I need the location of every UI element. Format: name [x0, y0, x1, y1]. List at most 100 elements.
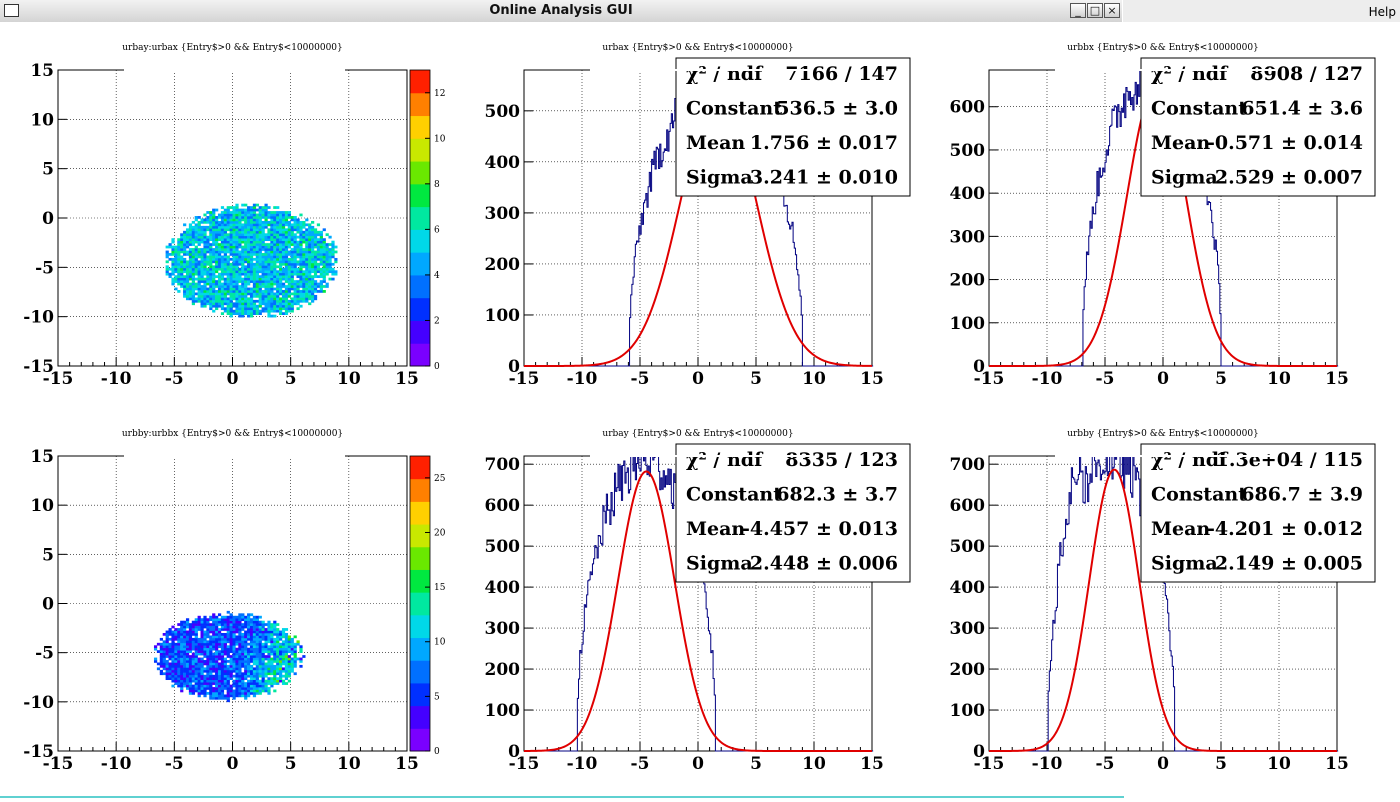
y-tick-label: 5 — [42, 545, 54, 565]
menubar: Help — [1123, 0, 1400, 22]
color-bar-label: 0 — [434, 362, 440, 372]
x-tick-label: -15 — [974, 369, 1005, 389]
stats-label: Constant — [1151, 484, 1247, 506]
x-tick-label: -5 — [165, 369, 184, 389]
color-bar-label: 15 — [434, 583, 446, 593]
x-tick-label: -10 — [101, 754, 132, 774]
window-titlebar[interactable]: Online Analysis GUI _ □ × — [0, 0, 1122, 23]
y-tick-label: 600 — [485, 496, 521, 516]
help-menu[interactable]: Help — [1368, 5, 1396, 19]
stats-value: -0.571 ± 0.014 — [1207, 132, 1363, 154]
color-bar-label: 8 — [434, 180, 440, 190]
x-tick-label: -5 — [631, 754, 650, 774]
x-tick-label: 15 — [1325, 369, 1349, 389]
status-strip — [0, 796, 1124, 798]
stats-label: Sigma — [686, 553, 753, 575]
close-button[interactable]: × — [1104, 3, 1120, 18]
color-bar: 0 2 4 6 8 10 12 — [409, 69, 446, 372]
y-tick-label: 0 — [973, 742, 985, 762]
y-tick-label: 15 — [30, 61, 54, 81]
pad-5: urbay {Entry$>0 && Entry$<10000000} -15 -1… — [485, 429, 911, 774]
x-tick-label: -10 — [567, 754, 598, 774]
y-tick-label: 0 — [42, 595, 54, 615]
stats-value: 686.7 ± 3.9 — [1241, 484, 1363, 506]
stats-value: 8908 / 127 — [1250, 63, 1363, 85]
x-tick-label: -10 — [1032, 754, 1063, 774]
pad-title: urbay:urbax {Entry$>0 && Entry$<10000000… — [122, 43, 343, 53]
y-tick-label: 100 — [485, 701, 521, 721]
x-tick-label: 10 — [1267, 754, 1291, 774]
x-tick-label: 5 — [285, 369, 297, 389]
y-tick-label: 10 — [30, 496, 54, 516]
y-tick-label: 100 — [950, 314, 986, 334]
stats-label: Constant — [1151, 98, 1247, 120]
x-tick-label: 15 — [860, 754, 884, 774]
x-tick-label: -15 — [43, 369, 74, 389]
stats-value: 1.756 ± 0.017 — [750, 132, 898, 154]
y-tick-label: 0 — [508, 742, 520, 762]
x-tick-label: -10 — [567, 369, 598, 389]
color-bar-label: 5 — [434, 692, 440, 702]
pad-3: urbbx {Entry$>0 && Entry$<10000000} -15 -1… — [950, 43, 1376, 389]
stats-value: 682.3 ± 3.7 — [776, 484, 898, 506]
x-tick-label: 0 — [1157, 754, 1169, 774]
y-tick-label: -10 — [23, 308, 54, 328]
y-tick-label: 500 — [485, 102, 521, 122]
pad-title: urbby {Entry$>0 && Entry$<10000000} — [1067, 429, 1259, 439]
pad-title: urbby:urbbx {Entry$>0 && Entry$<10000000… — [122, 429, 343, 439]
root-canvas[interactable]: urbay:urbax {Entry$>0 && Entry$<10000000… — [0, 22, 1400, 798]
pad-1: urbay:urbax {Entry$>0 && Entry$<10000000… — [23, 43, 445, 389]
color-bar-label: 6 — [434, 225, 440, 235]
y-tick-label: -5 — [35, 644, 54, 664]
y-tick-label: 700 — [950, 455, 986, 475]
y-tick-label: 600 — [950, 98, 986, 118]
stats-label: χ² / ndf — [1151, 63, 1229, 85]
y-tick-label: 0 — [973, 357, 985, 377]
x-tick-label: 0 — [227, 754, 239, 774]
window-menu-icon[interactable] — [4, 4, 19, 17]
minimize-button[interactable]: _ — [1070, 3, 1086, 18]
x-tick-label: -5 — [165, 754, 184, 774]
pad-title: urbay {Entry$>0 && Entry$<10000000} — [602, 429, 793, 439]
x-tick-label: 5 — [750, 369, 762, 389]
heatmap-cells — [153, 610, 306, 703]
x-tick-label: 10 — [802, 754, 826, 774]
stats-value: 7166 / 147 — [785, 63, 898, 85]
y-tick-label: 500 — [950, 141, 986, 161]
y-tick-label: -10 — [23, 693, 54, 713]
color-bar-label: 2 — [434, 316, 440, 326]
y-tick-label: 200 — [950, 271, 986, 291]
pad-title: urbbx {Entry$>0 && Entry$<10000000} — [1067, 43, 1259, 53]
y-tick-label: 100 — [950, 701, 986, 721]
color-bar-label: 10 — [434, 134, 446, 144]
pad-6: urbby {Entry$>0 && Entry$<10000000} -15 -1… — [950, 429, 1376, 774]
stats-value: -4.201 ± 0.012 — [1207, 518, 1363, 540]
x-tick-label: 0 — [692, 754, 704, 774]
stats-label: χ² / ndf — [686, 63, 764, 85]
y-tick-label: 700 — [485, 455, 521, 475]
stats-value: 1.3e+04 / 115 — [1216, 449, 1363, 471]
x-tick-label: 0 — [227, 369, 239, 389]
y-tick-label: 400 — [950, 184, 986, 204]
stats-value: 3.241 ± 0.010 — [750, 167, 898, 189]
heatmap-cells — [165, 203, 338, 318]
color-bar-label: 12 — [434, 89, 445, 99]
y-tick-label: 300 — [950, 619, 986, 639]
x-tick-label: -15 — [509, 754, 540, 774]
maximize-button[interactable]: □ — [1087, 3, 1103, 18]
y-tick-label: 0 — [42, 209, 54, 229]
y-tick-label: 300 — [950, 227, 986, 247]
x-tick-label: -15 — [509, 369, 540, 389]
stats-value: 2.149 ± 0.005 — [1215, 553, 1363, 575]
y-tick-label: 300 — [485, 204, 521, 224]
x-tick-label: -5 — [1096, 369, 1115, 389]
stats-label: Sigma — [1151, 167, 1218, 189]
stats-value: 8335 / 123 — [785, 449, 898, 471]
color-bar: 0 5 10 15 20 25 — [409, 455, 446, 757]
canvas-svg[interactable]: urbay:urbax {Entry$>0 && Entry$<10000000… — [0, 22, 1400, 798]
y-tick-label: 200 — [485, 255, 521, 275]
